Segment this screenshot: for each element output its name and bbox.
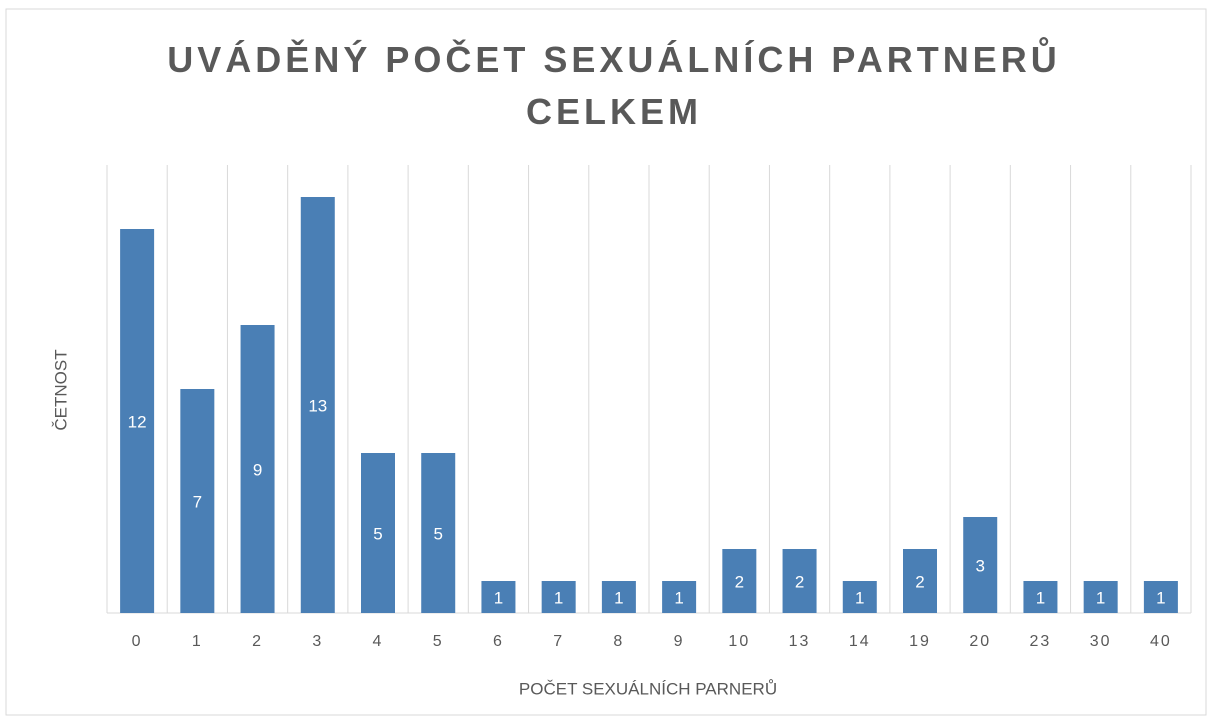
- x-tick-label: 10: [728, 633, 750, 650]
- x-tick-label: 0: [132, 633, 143, 650]
- x-tick-label: 8: [613, 633, 624, 650]
- x-axis-title: POČET SEXUÁLNÍCH PARNERŮ: [519, 679, 777, 698]
- x-tick-label: 1: [192, 633, 203, 650]
- data-label: 1: [554, 588, 563, 607]
- bar: [481, 581, 516, 613]
- data-label: 9: [253, 460, 262, 479]
- bar: [1023, 581, 1058, 613]
- bar: [1143, 581, 1178, 613]
- x-tick-label: 5: [433, 633, 444, 650]
- bar: [180, 389, 215, 613]
- x-tick-label: 3: [312, 633, 323, 650]
- bar: [722, 549, 757, 613]
- data-label: 1: [1096, 588, 1105, 607]
- y-axis-title: ČETNOST: [51, 349, 70, 430]
- x-tick-label: 14: [849, 633, 871, 650]
- bar: [240, 325, 275, 613]
- data-label: 5: [373, 524, 382, 543]
- data-label: 1: [614, 588, 623, 607]
- chart-border: [5, 8, 1207, 716]
- data-label: 1: [1156, 588, 1165, 607]
- bar: [421, 453, 456, 613]
- data-label: 13: [308, 396, 327, 415]
- data-label: 1: [855, 588, 864, 607]
- x-tick-label: 23: [1030, 633, 1052, 650]
- bar: [903, 549, 937, 613]
- bar: [842, 581, 877, 613]
- bar: [782, 549, 817, 613]
- bar: [541, 581, 576, 613]
- bar: [1083, 581, 1118, 613]
- data-label: 1: [494, 588, 503, 607]
- data-label: 1: [674, 588, 683, 607]
- data-label: 2: [795, 572, 804, 591]
- bar: [120, 229, 155, 613]
- x-tick-label: 30: [1090, 633, 1112, 650]
- bar: [963, 517, 998, 613]
- x-tick-label: 7: [553, 633, 564, 650]
- x-tick-label: 19: [909, 633, 931, 650]
- x-tick-label: 13: [789, 633, 811, 650]
- x-tick-label: 20: [969, 633, 991, 650]
- x-tick-label: 40: [1150, 633, 1172, 650]
- data-label: 3: [975, 556, 984, 575]
- x-tick-label: 2: [252, 633, 263, 650]
- data-label: 2: [915, 572, 924, 591]
- bar: [601, 581, 636, 613]
- bar: [662, 581, 697, 613]
- data-label: 7: [193, 492, 202, 511]
- x-tick-label: 9: [674, 633, 685, 650]
- data-label: 5: [433, 524, 442, 543]
- chart-title: UVÁDĚNÝ POČET SEXUÁLNÍCH PARTNERŮ CELKEM: [167, 39, 1061, 132]
- x-tick-label: 4: [373, 633, 384, 650]
- bar: [300, 197, 335, 613]
- data-label: 2: [735, 572, 744, 591]
- bar: [361, 453, 395, 613]
- data-label: 12: [128, 412, 147, 431]
- data-label: 1: [1036, 588, 1045, 607]
- x-tick-label: 6: [493, 633, 504, 650]
